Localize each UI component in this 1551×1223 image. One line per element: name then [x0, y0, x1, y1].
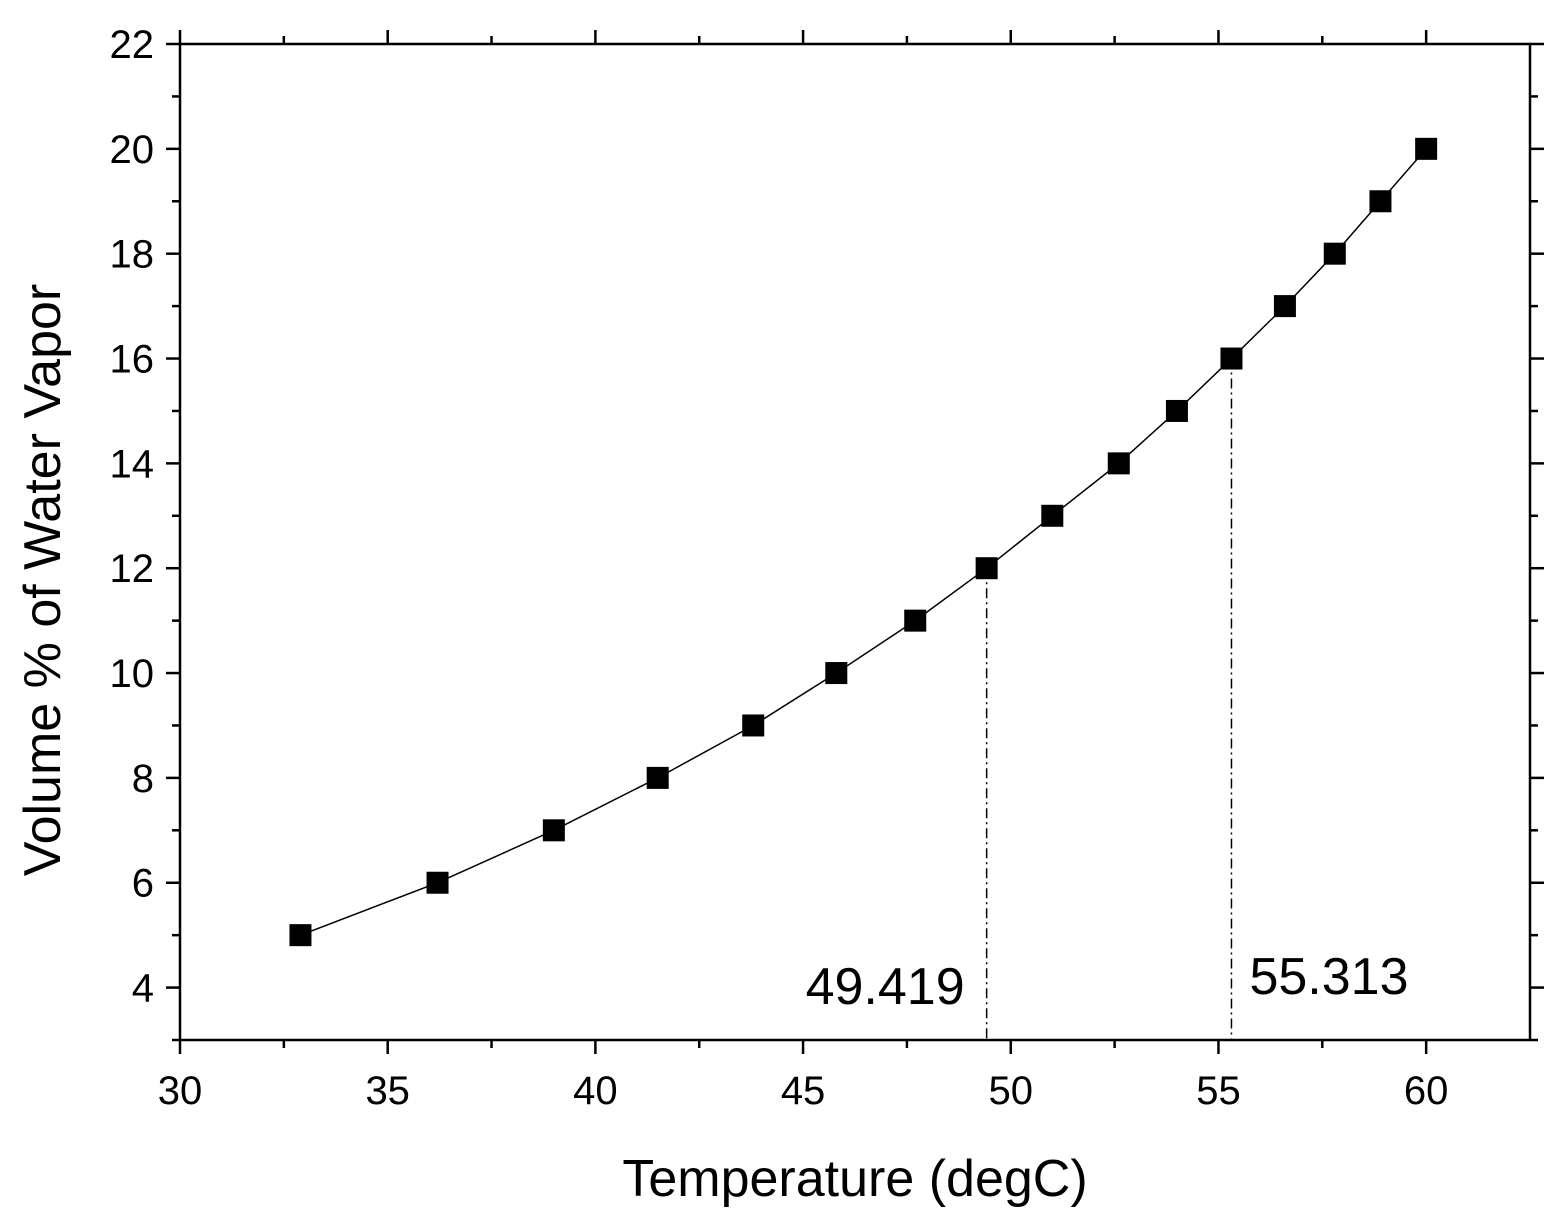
- y-tick-label: 12: [110, 547, 155, 591]
- data-point-marker: [1323, 242, 1346, 265]
- annotation-label: 55.313: [1249, 948, 1408, 1006]
- x-tick-label: 50: [989, 1069, 1034, 1113]
- y-tick-label: 18: [110, 233, 155, 277]
- annotations: 49.419 55.313: [806, 948, 1409, 1016]
- data-point-marker: [1369, 190, 1392, 213]
- x-tick-label: 30: [158, 1069, 203, 1113]
- x-tick-label: 55: [1196, 1069, 1241, 1113]
- plot-frame: [178, 42, 1532, 1042]
- data-point-marker: [289, 924, 312, 947]
- data-point-marker: [542, 819, 565, 842]
- x-axis-title: Temperature (degC): [622, 1150, 1087, 1208]
- y-tick-label: 16: [110, 338, 155, 382]
- x-tick-label: 60: [1404, 1069, 1449, 1113]
- data-point-marker: [1165, 399, 1188, 422]
- data-point-marker: [975, 557, 998, 580]
- data-point-marker: [825, 662, 848, 685]
- y-tick-label: 20: [110, 128, 155, 172]
- data-point-marker: [1041, 504, 1064, 527]
- data-point-marker: [646, 766, 669, 789]
- y-axis-title: Volume % of Water Vapor: [14, 284, 72, 877]
- axis-ticks: [166, 30, 1544, 1054]
- y-tick-label: 6: [132, 862, 154, 906]
- x-tick-label: 35: [365, 1069, 410, 1113]
- series-line: [300, 148, 1427, 936]
- data-point-marker: [1107, 452, 1130, 475]
- data-point-marker: [1273, 295, 1296, 318]
- data-point-marker: [1220, 347, 1243, 370]
- data-point-marker: [742, 714, 765, 737]
- series-polyline: [300, 148, 1427, 936]
- data-point-marker: [1415, 137, 1438, 160]
- tick-labels: 30 35 40 45 50 55 60 4 6 8 10 12 14 16 18 20 22: [110, 23, 1449, 1113]
- data-point-marker: [426, 871, 449, 894]
- y-tick-label: 22: [110, 23, 155, 67]
- annotation-label: 49.419: [806, 958, 965, 1016]
- data-point-marker: [904, 609, 927, 632]
- y-tick-label: 14: [110, 442, 155, 486]
- series-markers: [289, 137, 1438, 947]
- y-tick-label: 4: [132, 967, 154, 1011]
- y-tick-label: 10: [110, 652, 155, 696]
- y-tick-label: 8: [132, 757, 154, 801]
- annotation-guide-lines: [985, 358, 1233, 1040]
- x-tick-label: 45: [781, 1069, 826, 1113]
- x-tick-label: 40: [573, 1069, 618, 1113]
